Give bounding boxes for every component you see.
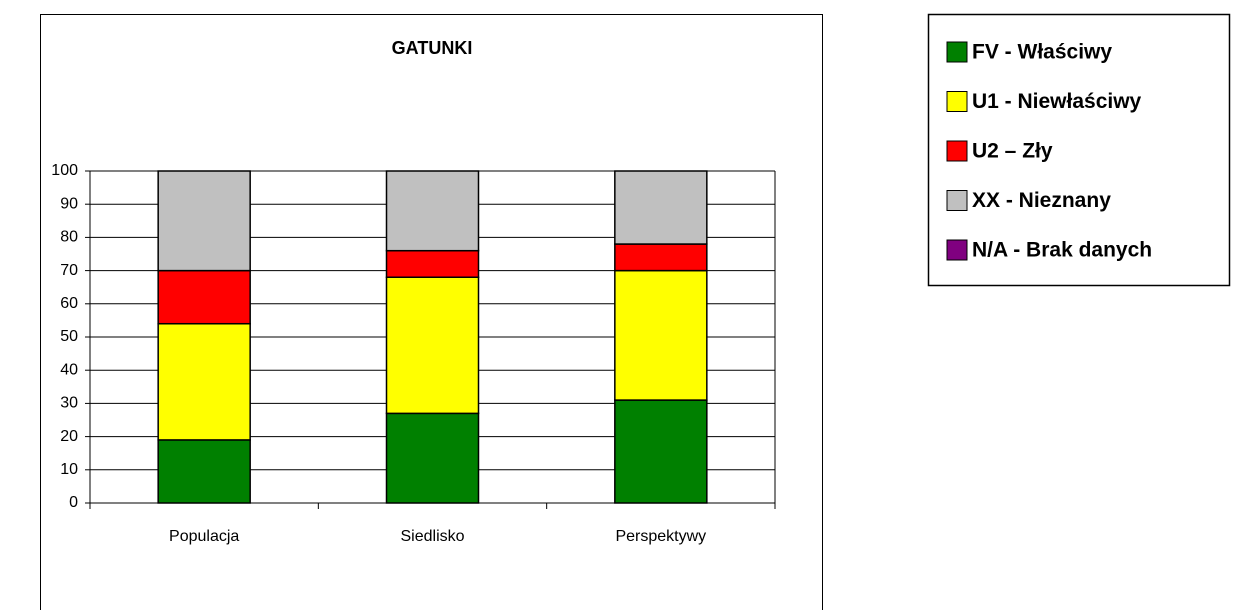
bar-segment [157,439,251,504]
bar-segment [385,276,480,415]
y-tick-label: 30 [60,395,78,412]
bar-segment [385,170,480,252]
legend-swatch [946,239,968,261]
bar-segment [614,170,708,245]
bar-segment [614,269,708,401]
bar-segment [614,399,708,504]
bar-segment [385,249,480,278]
y-tick-label: 0 [69,494,78,511]
bar-segment [614,243,708,272]
bar-segment [157,322,251,441]
legend-label: XX - Nieznany [972,189,1111,212]
y-tick-label: 10 [60,461,78,478]
y-tick-label: 50 [60,328,78,345]
bar-segment [157,170,251,272]
legend-swatch [946,41,968,63]
x-tick-label: Perspektywy [615,528,706,545]
legend-label: N/A - Brak danych [972,239,1152,262]
y-tick-label: 100 [51,162,78,179]
y-tick-label: 40 [60,361,78,378]
y-tick-label: 70 [60,262,78,279]
legend-swatch [946,140,968,162]
legend-swatch [946,190,968,211]
legend-label: FV - Właściwy [972,41,1112,64]
y-tick-label: 80 [60,229,78,246]
legend-swatch [946,91,968,112]
legend-label: U2 – Zły [972,140,1053,163]
legend-label: U1 - Niewłaściwy [972,90,1142,113]
x-tick-label: Siedlisko [400,528,464,545]
bar-segment [385,412,480,504]
legend-frame [927,13,1231,287]
chart-title: GATUNKI [392,38,473,58]
y-tick-label: 20 [60,428,78,445]
y-tick-label: 60 [60,295,78,312]
bar-segment [157,269,251,325]
y-tick-label: 90 [60,195,78,212]
x-tick-label: Populacja [169,528,239,545]
